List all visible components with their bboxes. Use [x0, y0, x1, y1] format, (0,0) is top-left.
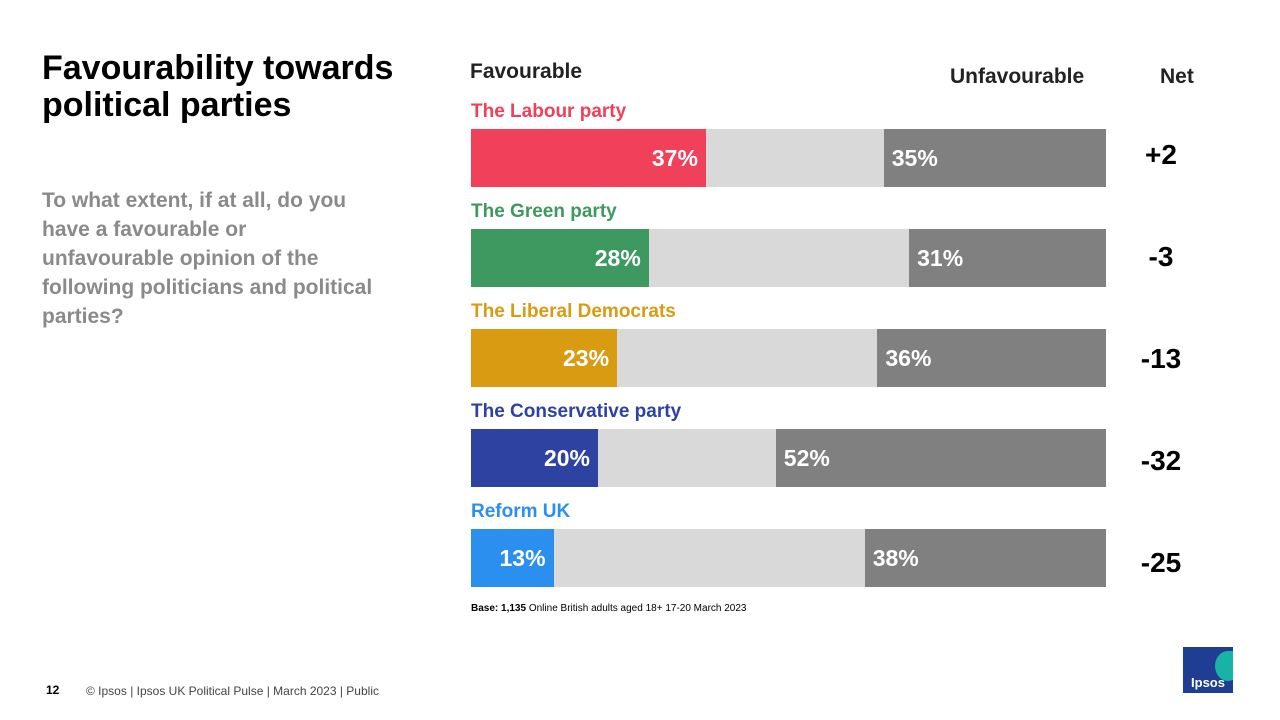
unfavourable-value: 36%: [885, 344, 932, 371]
favourable-header: Favourable: [470, 60, 583, 83]
net-value: +2: [1145, 139, 1177, 170]
net-value: -25: [1140, 547, 1182, 578]
bar-row: 20% 52%: [471, 429, 1106, 487]
unfavourable-bar: 31%: [909, 229, 1106, 287]
logo-leaf-icon: [1215, 651, 1233, 681]
bar-row: 23% 36%: [471, 329, 1106, 387]
net-value: -32: [1140, 445, 1182, 476]
net-header: Net: [1160, 65, 1194, 88]
unfavourable-value: 35%: [891, 144, 938, 171]
favourable-bar: 13%: [471, 529, 554, 587]
favourable-bar: 37%: [471, 129, 706, 187]
unfavourable-bar: 35%: [883, 129, 1106, 187]
party-label: The Green party: [471, 201, 617, 222]
bar-row: 37% 35%: [471, 129, 1106, 187]
base-text: Online British adults aged 18+ 17-20 Mar…: [528, 603, 747, 614]
base-label: Base:: [471, 603, 499, 614]
unfavourable-bar: 52%: [775, 429, 1106, 487]
party-label: The Liberal Democrats: [471, 301, 676, 322]
base-count: 1,135: [501, 603, 527, 614]
favourable-bar: 20%: [471, 429, 598, 487]
favourable-value: 20%: [543, 444, 590, 471]
logo-text: Ipsos: [1191, 675, 1225, 690]
footer-text: © Ipsos | Ipsos UK Political Pulse | Mar…: [86, 684, 379, 698]
party-label: Reform UK: [471, 501, 571, 522]
favourable-value: 23%: [563, 344, 610, 371]
unfavourable-value: 31%: [917, 244, 964, 271]
net-value: -3: [1148, 241, 1174, 272]
unfavourable-value: 38%: [872, 544, 919, 571]
favourable-value: 28%: [594, 244, 641, 271]
base-note: Base: 1,135 Online British adults aged 1…: [471, 603, 746, 614]
party-label: The Labour party: [471, 101, 627, 122]
page-title: Favourability towards political parties: [42, 49, 394, 124]
unfavourable-bar: 36%: [877, 329, 1106, 387]
question-text: To what extent, if at all, do you have a…: [42, 189, 373, 328]
unfavourable-value: 52%: [783, 444, 830, 471]
net-value: -13: [1140, 343, 1182, 374]
unfavourable-bar: 38%: [864, 529, 1106, 587]
favourable-bar: 28%: [471, 229, 649, 287]
favourable-value: 13%: [499, 544, 546, 571]
unfavourable-header: Unfavourable: [950, 65, 1085, 88]
favourable-value: 37%: [651, 144, 698, 171]
ipsos-logo: Ipsos: [1183, 647, 1233, 693]
party-label: The Conservative party: [471, 401, 682, 422]
favourable-bar: 23%: [471, 329, 618, 387]
bar-row: 13% 38%: [471, 529, 1106, 587]
bar-row: 28% 31%: [471, 229, 1106, 287]
page-number: 12: [46, 683, 60, 697]
